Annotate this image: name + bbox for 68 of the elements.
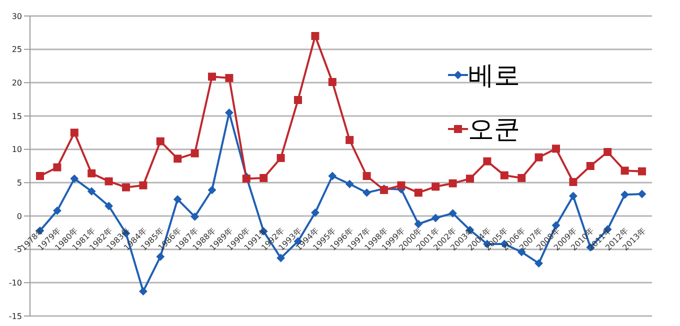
point bbox=[432, 214, 440, 222]
point bbox=[534, 153, 543, 162]
point bbox=[174, 154, 182, 163]
point bbox=[448, 209, 457, 218]
point bbox=[346, 180, 354, 188]
y-tick-label: 10 bbox=[12, 145, 22, 154]
point bbox=[362, 188, 371, 197]
point bbox=[346, 136, 354, 144]
point bbox=[569, 178, 578, 186]
point bbox=[569, 192, 578, 200]
point bbox=[518, 174, 526, 182]
point bbox=[53, 206, 62, 215]
y-tick-label: -10 bbox=[8, 278, 22, 288]
point bbox=[190, 149, 199, 158]
point bbox=[242, 174, 250, 183]
point bbox=[53, 163, 62, 172]
point bbox=[276, 254, 285, 262]
point bbox=[276, 154, 285, 162]
point bbox=[500, 171, 508, 180]
point bbox=[362, 172, 371, 180]
point bbox=[190, 212, 199, 221]
y-tick-label: 25 bbox=[12, 45, 22, 54]
point bbox=[466, 174, 474, 183]
y-tick-label: 20 bbox=[12, 78, 22, 88]
point bbox=[225, 74, 234, 82]
point bbox=[552, 144, 560, 153]
legend-label: 베로 bbox=[468, 60, 520, 92]
y-tick-label: 5 bbox=[16, 178, 22, 188]
point bbox=[208, 72, 216, 81]
point bbox=[139, 287, 148, 296]
point bbox=[397, 181, 406, 190]
point bbox=[638, 167, 646, 176]
point bbox=[414, 188, 422, 197]
point bbox=[174, 195, 182, 204]
point bbox=[294, 96, 302, 104]
y-tick-label: -15 bbox=[8, 312, 22, 321]
point bbox=[638, 190, 646, 198]
point bbox=[88, 169, 96, 178]
point bbox=[483, 157, 492, 166]
point bbox=[586, 162, 594, 170]
point bbox=[208, 186, 216, 194]
point bbox=[328, 172, 336, 180]
point bbox=[604, 148, 612, 156]
point bbox=[311, 208, 320, 217]
point bbox=[432, 182, 440, 191]
point bbox=[139, 181, 148, 190]
point bbox=[122, 183, 130, 192]
point bbox=[260, 174, 268, 182]
point bbox=[36, 172, 44, 180]
y-tick-label: -5 bbox=[14, 245, 22, 254]
point bbox=[414, 220, 422, 228]
point bbox=[311, 32, 320, 40]
point bbox=[70, 174, 78, 183]
point bbox=[534, 259, 543, 268]
y-tick-label: 30 bbox=[12, 12, 22, 21]
point bbox=[156, 137, 164, 146]
point bbox=[156, 252, 164, 261]
y-tick-label: 0 bbox=[16, 212, 22, 221]
point bbox=[70, 128, 78, 137]
point bbox=[88, 187, 96, 196]
point bbox=[104, 177, 113, 186]
legend-label: 오쿤 bbox=[468, 114, 520, 146]
point bbox=[104, 202, 113, 210]
point bbox=[448, 179, 457, 188]
y-tick-label: 15 bbox=[12, 112, 22, 121]
point bbox=[328, 78, 336, 86]
point bbox=[620, 166, 629, 175]
point bbox=[620, 190, 629, 199]
